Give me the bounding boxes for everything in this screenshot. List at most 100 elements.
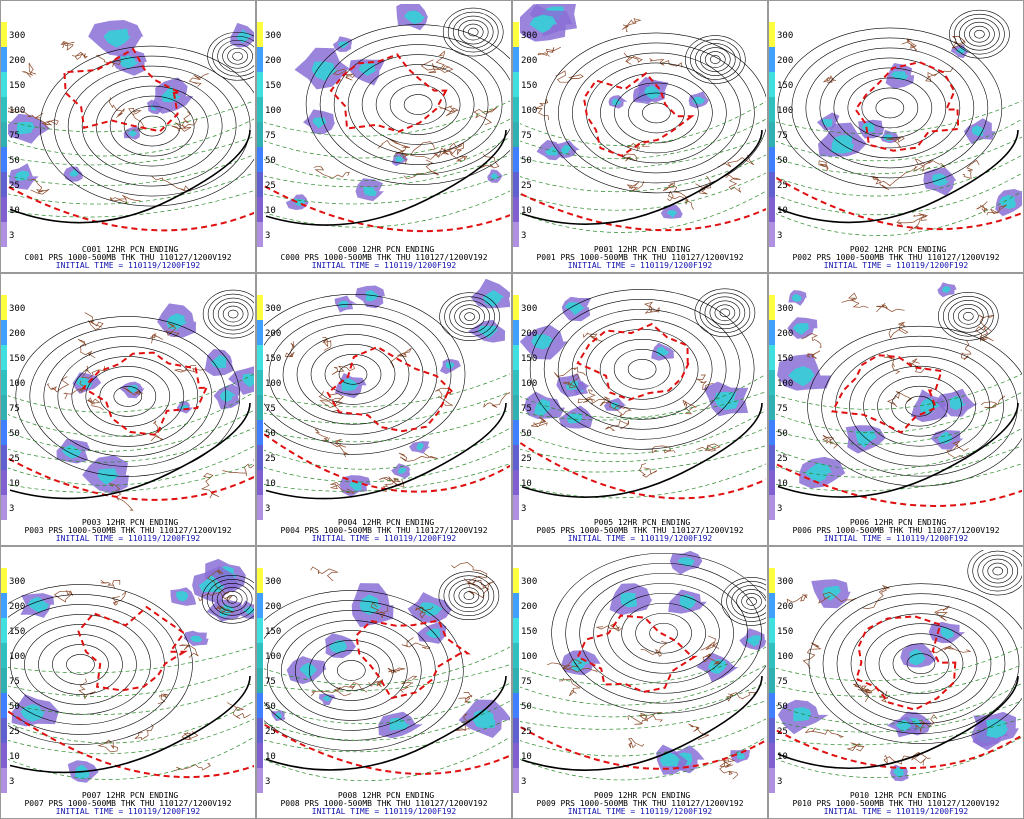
border-line xyxy=(913,213,929,221)
border-line xyxy=(403,159,440,180)
low-contour xyxy=(959,17,1000,51)
colorbar-segment xyxy=(1,593,7,618)
colorbar-segment xyxy=(769,395,775,420)
precip-core xyxy=(341,378,359,391)
pressure-contour xyxy=(565,562,762,704)
low-contour xyxy=(741,593,762,610)
panel-init-time: INITIAL TIME = 110119/1200F192 xyxy=(824,261,969,270)
colorbar-label: 10 xyxy=(777,752,788,762)
colorbar-label: 75 xyxy=(265,131,276,141)
panel-subtitle: P001 PRS 1000-500MB THK THU 110127/1200V… xyxy=(536,253,743,262)
colorbar-label: 200 xyxy=(777,329,793,339)
colorbar-segment xyxy=(257,122,263,147)
border-line xyxy=(896,218,921,232)
precip-core xyxy=(677,557,695,567)
precip-core xyxy=(745,635,762,647)
panel-init-time: INITIAL TIME = 110119/1200F192 xyxy=(312,534,457,543)
colorbar-segment xyxy=(513,22,519,47)
panel-subtitle: P004 PRS 1000-500MB THK THU 110127/1200V… xyxy=(280,526,487,535)
colorbar-segment xyxy=(257,97,263,122)
pressure-contour xyxy=(877,375,962,437)
precip-core xyxy=(210,355,227,369)
precip-core xyxy=(971,125,986,136)
colorbar-segment xyxy=(513,197,519,222)
low-contour xyxy=(977,554,1019,588)
low-contour xyxy=(462,23,484,41)
panel-init-time: INITIAL TIME = 110119/1200F192 xyxy=(568,534,713,543)
thickness-line xyxy=(8,136,254,166)
colorbar-label: 100 xyxy=(521,106,537,116)
pressure-contour xyxy=(558,42,755,184)
thickness-540 xyxy=(77,605,189,692)
low-contour xyxy=(458,587,480,605)
pressure-contour xyxy=(593,582,734,684)
border-line xyxy=(174,763,212,771)
low-contour xyxy=(982,558,1014,584)
precip-core xyxy=(20,704,45,722)
colorbar-segment xyxy=(769,445,775,470)
heavy-contour xyxy=(521,675,763,771)
colorbar-label: 75 xyxy=(521,677,532,687)
map-panel: 300 200 150 100 75 50 25 10 3 P003 12HR PCN ENDIN… xyxy=(0,273,256,546)
pressure-contour xyxy=(57,346,199,447)
colorbar-label: 100 xyxy=(265,106,281,116)
pressure-contour xyxy=(295,630,408,711)
colorbar-segment xyxy=(257,618,263,643)
panel-subtitle: P007 PRS 1000-500MB THK THU 110127/1200V… xyxy=(24,799,231,808)
pressure-contour xyxy=(10,614,151,715)
border-line xyxy=(157,693,169,705)
thickness-line xyxy=(264,445,510,483)
border-line xyxy=(438,105,460,117)
pressure-contour xyxy=(613,348,671,390)
pressure-contour xyxy=(309,640,394,701)
colorbar-segment xyxy=(257,668,263,693)
colorbar-segment xyxy=(257,72,263,97)
border-line xyxy=(84,312,104,331)
border-line xyxy=(962,159,980,179)
map-area xyxy=(520,4,766,233)
heavy-contour xyxy=(265,675,507,771)
border-line xyxy=(914,158,946,172)
border-line xyxy=(332,68,356,81)
colorbar-segment xyxy=(1,147,7,172)
pressure-contour xyxy=(836,603,1006,724)
colorbar-label: 50 xyxy=(521,702,532,712)
panel-title: P002 12HR PCN ENDING xyxy=(850,245,947,254)
pressure-contour xyxy=(52,644,109,685)
low-contour xyxy=(963,311,974,321)
colorbar-segment xyxy=(1,370,7,395)
precip-core xyxy=(679,594,697,610)
border-line xyxy=(388,138,410,156)
precip-core xyxy=(242,373,254,388)
border-line xyxy=(440,142,465,156)
map-panel: 300 200 150 100 75 50 25 10 3 P004 12HR PCN ENDIN… xyxy=(256,273,512,546)
thickness-line xyxy=(8,664,254,697)
border-line xyxy=(553,366,586,378)
precip-core xyxy=(416,442,424,451)
panel-title: P006 12HR PCN ENDING xyxy=(850,518,947,527)
pressure-contour xyxy=(791,37,989,179)
pressure-contour xyxy=(642,102,671,124)
colorbar-segment xyxy=(257,22,263,47)
colorbar-label: 3 xyxy=(777,777,782,787)
low-contour xyxy=(447,11,499,53)
colorbar-segment xyxy=(257,743,263,768)
border-line xyxy=(621,18,642,33)
pressure-contour xyxy=(8,584,193,745)
precip-core xyxy=(14,170,30,181)
heavy-contour xyxy=(9,129,251,224)
precip-core xyxy=(792,323,810,335)
border-line xyxy=(563,662,598,673)
thickness-line xyxy=(520,700,766,730)
thickness-540 xyxy=(854,61,960,152)
precip-core xyxy=(788,366,815,387)
colorbar-segment xyxy=(769,370,775,395)
precip-core xyxy=(831,135,855,154)
precip-core xyxy=(61,444,82,459)
colorbar-segment xyxy=(257,768,263,793)
colorbar-label: 3 xyxy=(9,504,14,514)
pressure-contour xyxy=(99,376,157,417)
precip-core xyxy=(893,767,906,778)
pressure-contour xyxy=(544,32,766,194)
colorbar-label: 200 xyxy=(265,56,281,66)
